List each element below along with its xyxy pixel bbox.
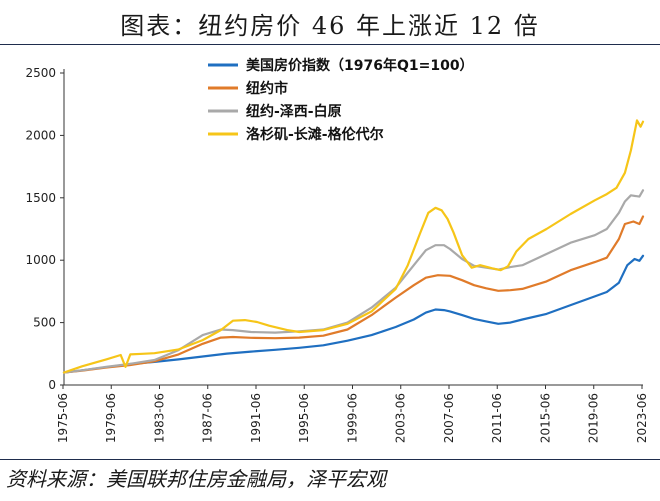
x-tick-label: 2015-06 — [538, 393, 552, 443]
y-tick-label: 2500 — [25, 66, 56, 80]
x-tick-label: 2011-06 — [490, 393, 504, 443]
series-line-2 — [62, 215, 645, 374]
x-tick-label: 2007-06 — [442, 393, 456, 443]
x-tick-label: 2023-06 — [635, 393, 649, 443]
series-line-4 — [62, 119, 645, 374]
chart-title: 图表：纽约房价 46 年上涨近 12 倍 — [120, 12, 540, 40]
legend-label-2: 纽约市 — [246, 80, 288, 97]
x-tick-label: 1975-06 — [56, 393, 70, 443]
x-tick-label: 1983-06 — [152, 393, 166, 443]
x-tick-label: 1991-06 — [249, 393, 263, 443]
y-tick-label: 500 — [33, 316, 56, 330]
line-chart: 0 500 1000 1500 2000 2500 1975-06 1979-06 1983-0… — [25, 57, 649, 443]
y-tick-label: 0 — [48, 378, 56, 392]
source-note: 资料来源：美国联邦住房金融局，泽平宏观 — [6, 467, 386, 491]
legend-label-3: 纽约-泽西-白原 — [246, 103, 342, 120]
x-tick-label: 2019-06 — [587, 393, 601, 443]
series-line-3 — [62, 189, 645, 374]
title-divider — [0, 44, 660, 45]
x-tick-label: 1987-06 — [201, 393, 215, 443]
x-tick-label: 1995-06 — [297, 393, 311, 443]
series-line-1 — [62, 254, 645, 374]
legend-label-4: 洛杉矶-长滩-格伦代尔 — [246, 126, 384, 143]
y-tick-label: 2000 — [25, 128, 56, 142]
y-tick-label: 1500 — [25, 191, 56, 205]
x-tick-label: 1979-06 — [104, 393, 118, 443]
legend-label-1: 美国房价指数（1976年Q1=100） — [246, 57, 474, 74]
footer-divider — [0, 459, 660, 460]
y-tick-label: 1000 — [25, 253, 56, 267]
x-tick-label: 2003-06 — [394, 393, 408, 443]
x-tick-label: 1999-06 — [345, 393, 359, 443]
